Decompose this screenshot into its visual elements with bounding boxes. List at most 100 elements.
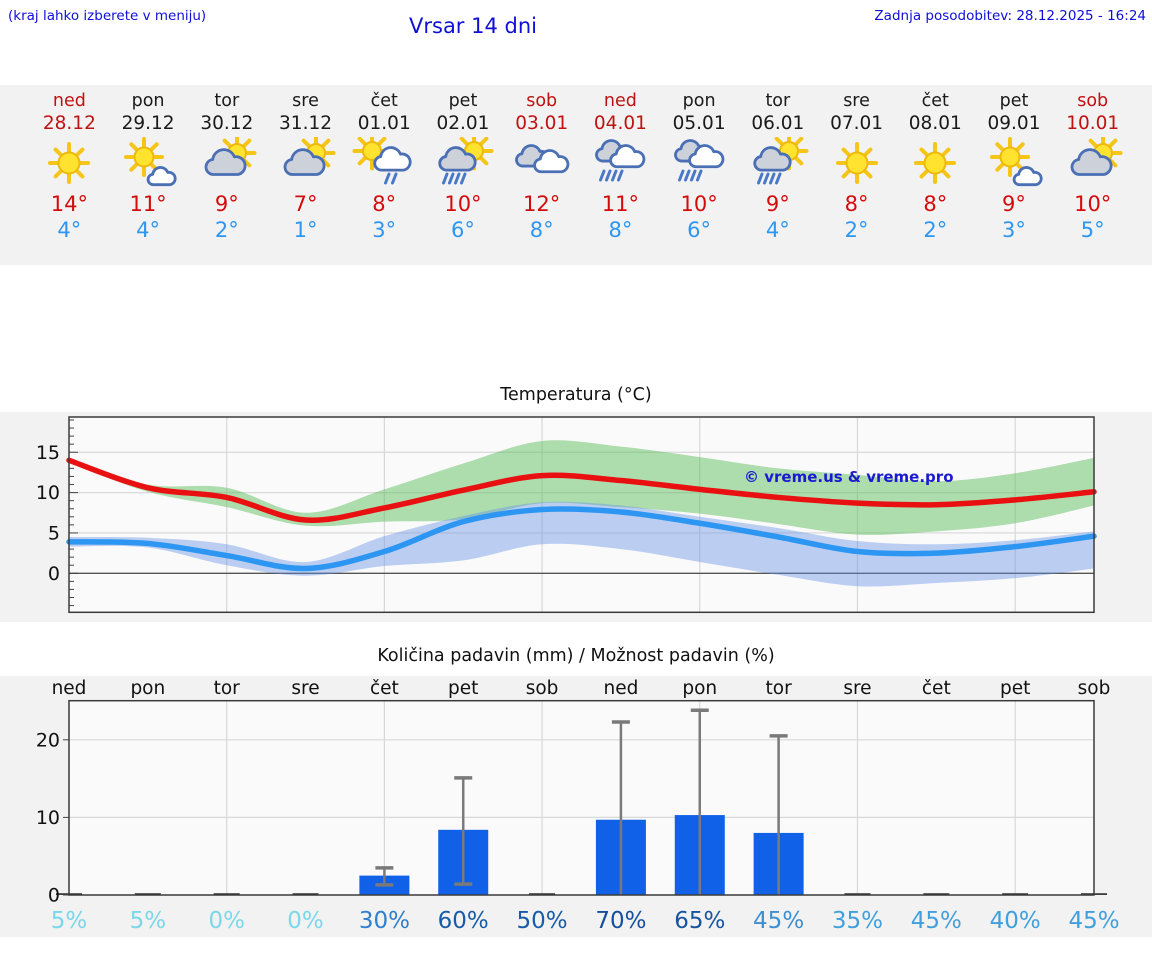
day-date: 08.01 bbox=[908, 113, 962, 134]
weather-icon-sun bbox=[835, 142, 878, 184]
forecast-day-09.01: pet 09.01 9° 3° bbox=[975, 85, 1054, 265]
day-date: 31.12 bbox=[279, 113, 332, 134]
weather-icon-sun-rain bbox=[753, 137, 809, 185]
day-name: tor bbox=[214, 91, 240, 111]
weather-icon-clouds bbox=[514, 144, 569, 174]
precip-probability-label: 35% bbox=[832, 908, 883, 934]
day-name: ned bbox=[52, 91, 86, 111]
day-name: sre bbox=[292, 91, 319, 111]
day-date: 07.01 bbox=[830, 113, 884, 134]
weather-icon-sun-rain-light bbox=[352, 137, 412, 185]
precip-probability-label: 45% bbox=[911, 908, 962, 934]
day-date: 29.12 bbox=[121, 113, 175, 134]
svg-text:15: 15 bbox=[36, 442, 60, 464]
day-date: 28.12 bbox=[42, 113, 96, 134]
day-max-temp: 8° bbox=[372, 192, 397, 216]
precip-day-label: ned bbox=[603, 678, 638, 699]
day-min-temp: 3° bbox=[1002, 218, 1026, 242]
day-max-temp: 10° bbox=[680, 192, 718, 216]
day-min-temp: 1° bbox=[293, 218, 318, 242]
forecast-day-28.12: ned 28.12 14° 4° bbox=[30, 85, 109, 265]
day-name: pet bbox=[999, 91, 1029, 111]
svg-text:10: 10 bbox=[36, 807, 60, 829]
precipitation-chart: ned pon tor sre čet pet sob ned pon tor sre čet pet s… bbox=[0, 676, 1152, 937]
day-min-temp: 2° bbox=[844, 218, 869, 242]
weather-icon-sun-rain bbox=[438, 137, 494, 185]
day-max-temp: 8° bbox=[923, 192, 948, 216]
day-date: 01.01 bbox=[357, 113, 411, 134]
svg-text:10: 10 bbox=[36, 482, 60, 504]
precip-day-label: tor bbox=[766, 678, 793, 699]
day-min-temp: 4° bbox=[136, 218, 161, 242]
weather-icon-sun-cloud bbox=[989, 137, 1043, 187]
weather-icon-sun bbox=[914, 142, 957, 184]
precip-day-label: pet bbox=[448, 678, 478, 699]
forecast-day-05.01: pon 05.01 10° 6° bbox=[660, 85, 739, 265]
weather-icon-cloud-sun bbox=[1070, 137, 1123, 176]
day-max-temp: 8° bbox=[844, 192, 869, 216]
day-max-temp: 9° bbox=[1002, 192, 1026, 216]
precip-day-label: tor bbox=[214, 678, 241, 699]
day-date: 04.01 bbox=[593, 113, 647, 134]
day-name: pon bbox=[682, 91, 716, 111]
precip-probability-label: 45% bbox=[753, 908, 804, 934]
last-update-text: Zadnja posodobitev: 28.12.2025 - 16:24 bbox=[874, 8, 1146, 24]
day-min-temp: 4° bbox=[57, 218, 82, 242]
day-name: sob bbox=[526, 91, 558, 111]
forecast-day-04.01: ned 04.01 11° 8° bbox=[581, 85, 660, 265]
day-min-temp: 2° bbox=[214, 218, 239, 242]
forecast-day-03.01: sob 03.01 12° 8° bbox=[502, 85, 581, 265]
precip-probability-label: 45% bbox=[1068, 908, 1119, 934]
svg-text:0: 0 bbox=[48, 885, 60, 907]
precip-probability-label: 5% bbox=[51, 908, 88, 934]
day-date: 05.01 bbox=[672, 113, 726, 134]
day-min-temp: 4° bbox=[765, 218, 790, 242]
day-date: 02.01 bbox=[436, 113, 490, 134]
forecast-day-07.01: sre 07.01 8° 2° bbox=[817, 85, 896, 265]
day-date: 10.01 bbox=[1066, 113, 1120, 134]
precip-day-label: sob bbox=[526, 678, 559, 699]
day-date: 30.12 bbox=[200, 113, 254, 134]
day-max-temp: 7° bbox=[293, 192, 318, 216]
precip-probability-label: 30% bbox=[359, 908, 410, 934]
day-min-temp: 5° bbox=[1080, 218, 1105, 242]
precip-day-label: čet bbox=[922, 678, 951, 699]
day-max-temp: 12° bbox=[523, 192, 561, 216]
precip-day-label: sre bbox=[843, 678, 871, 699]
day-max-temp: 14° bbox=[50, 192, 88, 216]
precip-day-label: pon bbox=[130, 678, 165, 699]
day-name: sre bbox=[843, 91, 870, 111]
day-min-temp: 6° bbox=[451, 218, 475, 242]
precip-probability-label: 5% bbox=[130, 908, 167, 934]
day-min-temp: 8° bbox=[608, 218, 633, 242]
day-name: sob bbox=[1077, 91, 1109, 111]
svg-text:5: 5 bbox=[48, 522, 60, 544]
page-title: Vrsar 14 dni bbox=[409, 14, 537, 38]
precipitation-chart-title: Količina padavin (mm) / Možnost padavin … bbox=[377, 646, 775, 666]
day-max-temp: 11° bbox=[129, 192, 167, 216]
weather-icon-rain bbox=[674, 139, 725, 182]
temperature-chart: 0 5 10 15 bbox=[0, 412, 1152, 622]
weather-icon-sun bbox=[48, 142, 91, 184]
precip-day-label: ned bbox=[52, 678, 87, 699]
precip-day-label: čet bbox=[370, 678, 399, 699]
day-name: tor bbox=[765, 91, 791, 111]
svg-text:0: 0 bbox=[48, 563, 60, 585]
forecast-day-08.01: čet 08.01 8° 2° bbox=[896, 85, 975, 265]
day-name: ned bbox=[603, 91, 637, 111]
menu-hint-text: (kraj lahko izberete v meniju) bbox=[8, 8, 207, 24]
precip-probability-label: 50% bbox=[517, 908, 568, 934]
forecast-day-29.12: pon 29.12 11° 4° bbox=[109, 85, 188, 265]
day-max-temp: 9° bbox=[214, 192, 239, 216]
day-name: pon bbox=[131, 91, 165, 111]
day-name: pet bbox=[448, 91, 478, 111]
temperature-chart-title: Temperatura (°C) bbox=[500, 385, 652, 405]
day-max-temp: 10° bbox=[444, 192, 482, 216]
day-max-temp: 11° bbox=[601, 192, 639, 216]
forecast-day-02.01: pet 02.01 10° 6° bbox=[424, 85, 503, 265]
day-max-temp: 9° bbox=[765, 192, 790, 216]
weather-icon-cloud-sun bbox=[204, 137, 257, 176]
precip-probability-label: 60% bbox=[438, 908, 489, 934]
precip-probability-label: 65% bbox=[674, 908, 725, 934]
precip-day-label: pon bbox=[682, 678, 717, 699]
